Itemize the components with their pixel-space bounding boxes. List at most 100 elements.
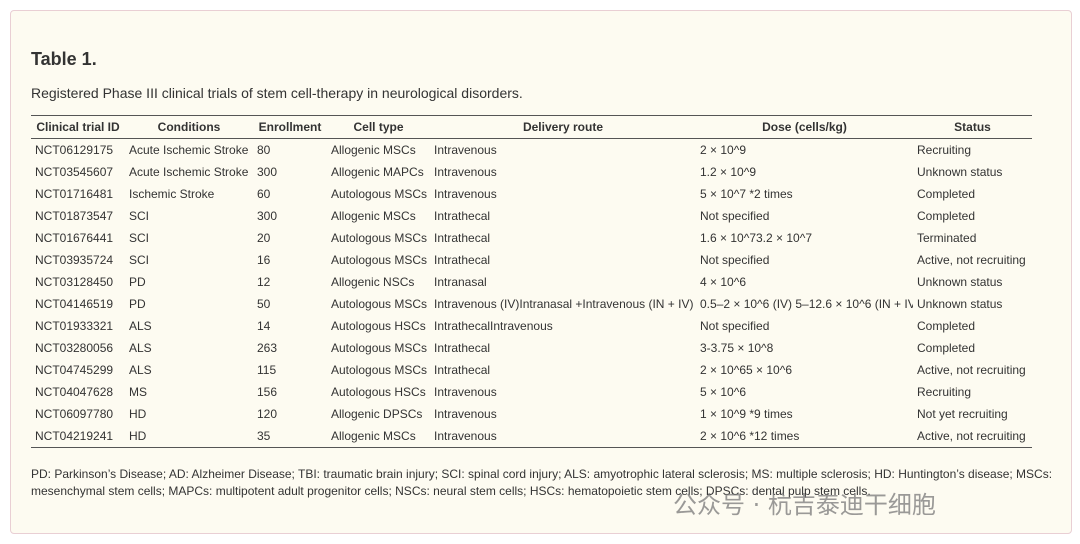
watermark: 公众号 · 杭吉泰迪干细胞 (673, 491, 936, 519)
table-cell: 5 × 10^6 (700, 385, 747, 399)
table-cell: Allogenic MSCs (331, 143, 416, 157)
table-cell: Intrathecal (434, 341, 491, 355)
table-cell: Active, not recruiting (917, 363, 1026, 377)
table-cell: ALS (129, 363, 152, 377)
table-row: NCT04146519 PD 50 Autologous MSCs Intravenou… (31, 293, 1032, 315)
table-row: NCT03935724 SCI 16 Autologous MSCs Intrathec… (31, 249, 1032, 271)
table-caption: Registered Phase III clinical trials of … (31, 85, 523, 101)
table-cell: Acute Ischemic Stroke (129, 165, 249, 179)
table-cell: Autologous MSCs (331, 341, 428, 355)
table-cell: 300 (257, 209, 278, 223)
table-cell: Not specified (700, 209, 770, 223)
table-cell: NCT01873547 (35, 209, 114, 223)
table-cell: Ischemic Stroke (129, 187, 215, 201)
table-row: NCT06097780 HD 120 Allogenic DPSCs Intraveno… (31, 403, 1032, 425)
table-cell: 5 × 10^7 *2 times (700, 187, 793, 201)
table-cell: IntrathecalIntravenous (434, 319, 553, 333)
table-cell: HD (125, 425, 253, 448)
table-cell: 263 (257, 341, 278, 355)
table-cell: Intrathecal (434, 231, 491, 245)
table-cell: 2 × 10^9 (700, 143, 747, 157)
table-row: NCT04745299 ALS 115 Autologous MSCs Intrathe… (31, 359, 1032, 381)
table-cell: 156 (257, 385, 278, 399)
table-cell: Allogenic MSCs (327, 425, 430, 448)
column-header: Dose (cells/kg) (696, 115, 913, 139)
table-cell: 16 (257, 253, 271, 267)
footnote: PD: Parkinson’s Disease; AD: Alzheimer D… (31, 467, 1053, 498)
table-cell: Autologous MSCs (331, 297, 428, 311)
table-cell: Intravenous (434, 385, 497, 399)
column-header: Cell type (327, 115, 430, 139)
table-cell: NCT06129175 (35, 143, 114, 157)
table-cell: Intravenous (434, 143, 497, 157)
table-cell: Intravenous (434, 187, 497, 201)
table-cell: 1.6 × 10^73.2 × 10^7 (700, 231, 813, 245)
table-cell: SCI (129, 231, 150, 245)
table-cell: MS (129, 385, 147, 399)
table-card: Table 1. Registered Phase III clinical t… (10, 10, 1072, 534)
table-cell: Unknown status (917, 165, 1003, 179)
table-cell: 20 (257, 231, 271, 245)
table-cell: Intravenous (430, 425, 696, 448)
table-cell: 1.2 × 10^9 (700, 165, 757, 179)
table-row: NCT06129175 Acute Ischemic Stroke 80 Alloge… (31, 139, 1032, 162)
table-cell: 60 (257, 187, 271, 201)
table-cell: Not specified (700, 253, 770, 267)
table-cell: Terminated (917, 231, 977, 245)
table-row: NCT03280056 ALS 263 Autologous MSCs Intrathe… (31, 337, 1032, 359)
table-title: Table 1. (31, 49, 97, 69)
table-cell: Autologous MSCs (331, 253, 428, 267)
table-cell: Intravenous (IV)Intranasal +Intravenous … (434, 297, 694, 311)
table-cell: Recruiting (917, 143, 972, 157)
table-cell: 35 (253, 425, 327, 448)
table-cell: SCI (129, 253, 150, 267)
table-cell: Completed (917, 187, 976, 201)
table-cell: Intravenous (434, 165, 497, 179)
table-cell: 12 (257, 275, 271, 289)
table-cell: NCT03280056 (35, 341, 114, 355)
table-cell: Unknown status (917, 275, 1003, 289)
table-cell: NCT04047628 (35, 385, 114, 399)
table-cell: NCT03545607 (35, 165, 114, 179)
table-cell: 300 (257, 165, 278, 179)
table-cell: NCT03128450 (35, 275, 114, 289)
table-body: NCT06129175 Acute Ischemic Stroke 80 Alloge… (31, 139, 1032, 448)
column-header: Enrollment (253, 115, 327, 139)
table-cell: NCT04146519 (35, 297, 114, 311)
table-cell: 50 (257, 297, 271, 311)
table-cell: HD (129, 407, 147, 421)
table-cell: Intravenous (434, 407, 497, 421)
table-cell: NCT04219241 (31, 425, 125, 448)
table-cell: NCT01716481 (35, 187, 114, 201)
table-cell: 2 × 10^6 *12 times (696, 425, 913, 448)
table-cell: Allogenic DPSCs (331, 407, 423, 421)
table-cell: 115 (257, 363, 277, 377)
table-cell: Autologous MSCs (331, 363, 428, 377)
table-cell: Completed (917, 319, 976, 333)
table-cell: Autologous MSCs (331, 231, 428, 245)
table-cell: 4 × 10^6 (700, 275, 747, 289)
table-cell: Active, not recruiting (913, 425, 1032, 448)
table-cell: ALS (129, 319, 152, 333)
table-cell: Allogenic MSCs (331, 209, 416, 223)
table-cell: Completed (917, 341, 976, 355)
table-cell: 1 × 10^9 *9 times (700, 407, 793, 421)
table-cell: Not yet recruiting (917, 407, 1008, 421)
trials-table: Clinical trial ID Conditions Enrollment Cel… (31, 115, 1032, 448)
table-cell: PD (129, 275, 146, 289)
table-cell: 14 (257, 319, 271, 333)
table-row: NCT03128450 PD 12 Allogenic NSCs Intranasal 4… (31, 271, 1032, 293)
table-cell: NCT03935724 (35, 253, 114, 267)
table-cell: Intrathecal (434, 253, 491, 267)
table-row: NCT01716481 Ischemic Stroke 60 Autologous M… (31, 183, 1032, 205)
table-cell: Not specified (700, 319, 770, 333)
table-row: NCT04219241 HD 35 Allogenic MSCs Intravenous… (31, 425, 1032, 448)
table-cell: SCI (129, 209, 150, 223)
table-cell: 80 (257, 143, 271, 157)
table-cell: 2 × 10^65 × 10^6 (700, 363, 793, 377)
column-header: Conditions (125, 115, 253, 139)
table-cell: Allogenic NSCs (331, 275, 415, 289)
column-header: Delivery route (430, 115, 696, 139)
table-cell: Recruiting (917, 385, 972, 399)
